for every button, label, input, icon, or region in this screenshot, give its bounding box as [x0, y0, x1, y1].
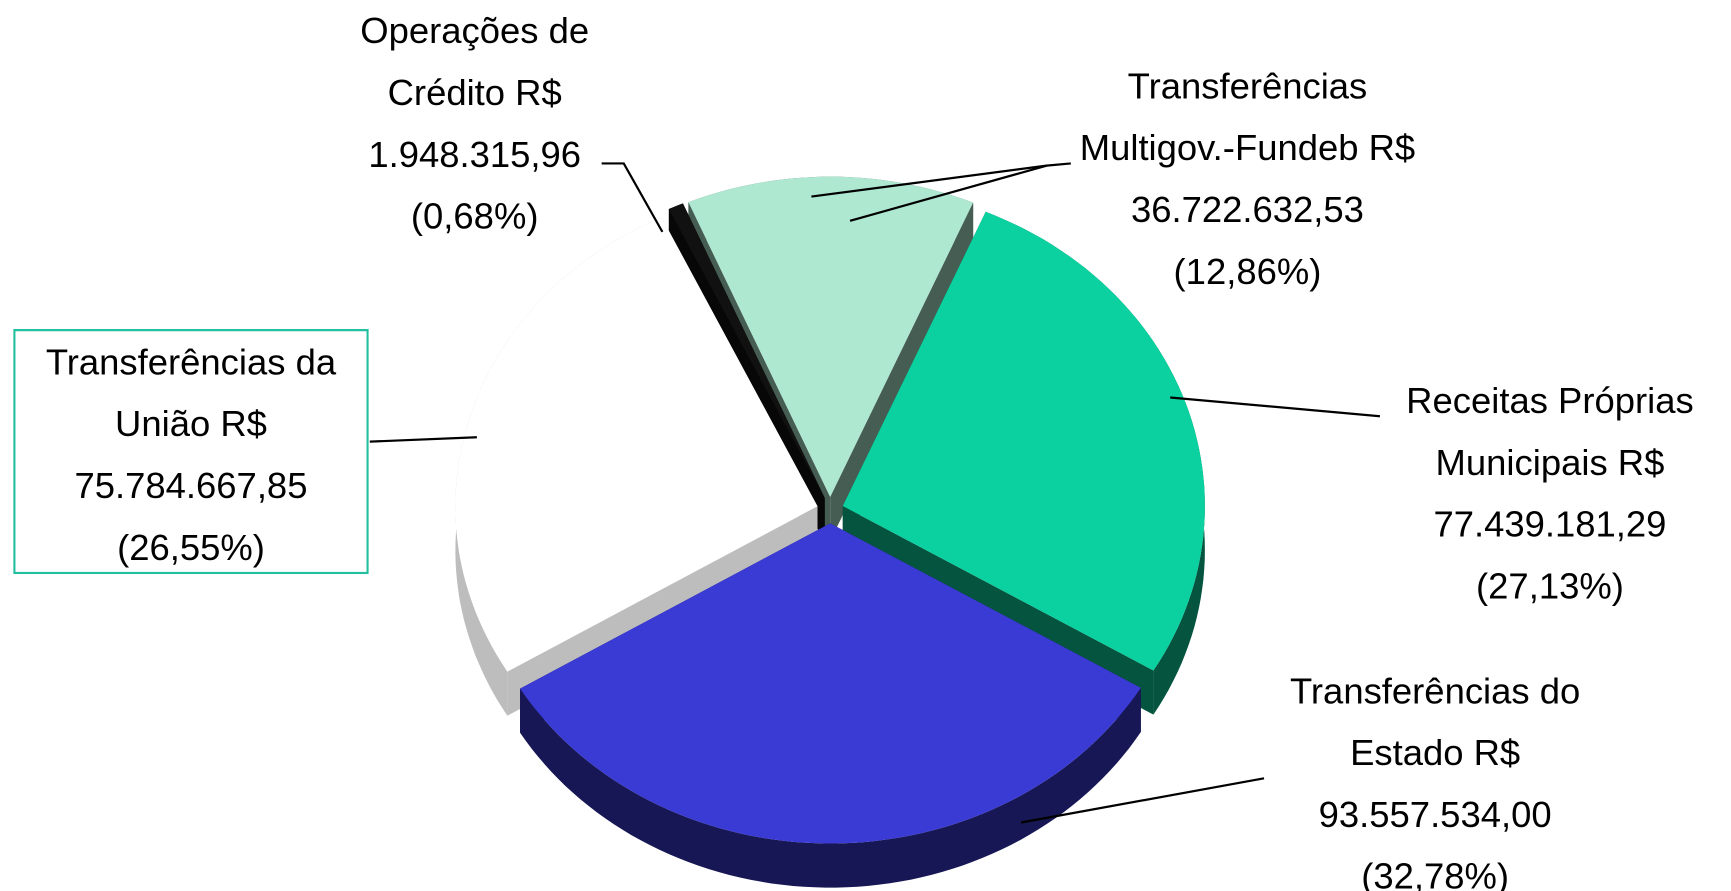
data-label: Transferências do Estado R$ 93.557.534,0… [1253, 660, 1617, 891]
slice [520, 523, 1141, 844]
label-box: Transferências da União R$ 75.784.667,85… [13, 329, 369, 575]
percent-label: (26,55%) [117, 526, 265, 568]
percent-label: (12,86%) [1173, 250, 1322, 292]
leader-line [849, 164, 1047, 222]
slice [668, 203, 825, 499]
data-label: Transferências da União R$ 75.784.667,85… [13, 329, 369, 575]
category-label: Transferências Multigov.-Fundeb R$ 36.72… [1079, 65, 1416, 230]
slice [455, 217, 818, 672]
category-label: Transferências do Estado R$ 93.557.534,0… [1290, 670, 1581, 835]
slice [842, 211, 1205, 671]
label-box: Transferências Multigov.-Fundeb R$ 36.72… [1065, 55, 1429, 303]
slice-side [520, 687, 1141, 888]
label-box: Operações de Crédito R$ 1.948.315,96 (0,6… [320, 0, 629, 248]
leader-line [1020, 777, 1265, 824]
pie [455, 176, 1205, 888]
data-label: Receitas Próprias Municipais R$ 77.439.1… [1369, 370, 1731, 618]
slice-wall [830, 202, 974, 541]
percent-label: (0,68%) [410, 195, 539, 237]
label-box: Transferências do Estado R$ 93.557.534,0… [1253, 660, 1617, 891]
data-label: Operações de Crédito R$ 1.948.315,96 (0,6… [320, 0, 629, 248]
leader-line [369, 436, 477, 443]
slice [688, 176, 974, 497]
leader-line [1170, 396, 1381, 418]
label-box: Receitas Próprias Municipais R$ 77.439.1… [1369, 370, 1731, 618]
category-label: Receitas Próprias Municipais R$ 77.439.1… [1406, 379, 1694, 545]
percent-label: (27,13%) [1476, 565, 1624, 607]
leader-lines [369, 162, 1381, 824]
leader-line [601, 162, 664, 233]
data-label: Transferências Multigov.-Fundeb R$ 36.72… [1065, 55, 1429, 303]
category-label: Transferências da União R$ 75.784.667,85 [45, 341, 337, 506]
category-label: Operações de Crédito R$ 1.948.315,96 [360, 9, 590, 175]
percent-label: (32,78%) [1361, 855, 1510, 891]
